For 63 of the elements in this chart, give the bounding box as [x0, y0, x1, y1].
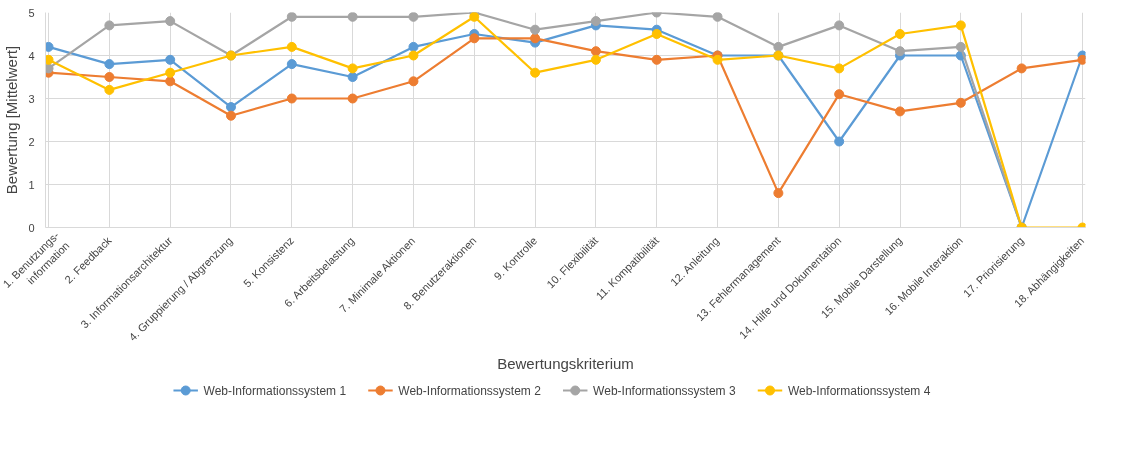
point — [165, 67, 176, 78]
y-tick-label: 3 — [28, 92, 35, 105]
point — [1077, 54, 1086, 65]
y-tick-label: 1 — [28, 178, 35, 191]
point — [469, 12, 480, 22]
point — [834, 89, 845, 100]
point — [1016, 63, 1027, 74]
point — [469, 33, 480, 44]
point — [895, 29, 905, 39]
x-axis-title: Bewertungskriterium — [497, 355, 634, 373]
point — [45, 41, 54, 52]
legend-label: Web-Informationssystem 2 — [398, 383, 542, 398]
point — [530, 24, 541, 35]
point — [408, 76, 419, 87]
point — [530, 33, 541, 44]
point — [651, 29, 662, 39]
legend-label: Web-Informationssystem 3 — [593, 383, 736, 398]
point — [408, 50, 419, 61]
point — [165, 76, 176, 87]
y-tick-label: 5 — [28, 6, 35, 19]
point — [104, 72, 115, 82]
point — [590, 54, 601, 65]
point — [226, 110, 236, 121]
point — [834, 136, 845, 147]
point — [286, 59, 297, 70]
point — [347, 93, 358, 104]
point — [773, 188, 784, 199]
y-tick-label: 4 — [28, 49, 35, 62]
y-tick-label: 2 — [28, 135, 35, 148]
point — [165, 16, 176, 27]
point — [408, 41, 419, 52]
y-axis-title: Bewertung [Mittelwert] — [3, 45, 21, 195]
legend-label: Web-Informationssystem 1 — [203, 383, 347, 398]
point — [530, 67, 541, 78]
point — [590, 46, 601, 57]
legend-label: Web-Informationssystem 4 — [787, 383, 931, 398]
point — [45, 54, 54, 65]
point — [895, 46, 905, 57]
point — [955, 20, 966, 31]
point — [955, 97, 966, 108]
point — [773, 41, 784, 52]
point — [955, 41, 966, 52]
point — [834, 63, 845, 74]
point — [45, 63, 54, 74]
point — [347, 63, 358, 74]
point — [347, 72, 358, 82]
point — [651, 54, 662, 65]
point — [165, 54, 176, 65]
point — [408, 12, 419, 22]
point — [286, 41, 297, 52]
point — [590, 16, 601, 27]
point — [104, 20, 115, 31]
point — [226, 102, 236, 113]
point — [712, 54, 723, 65]
point — [895, 106, 905, 117]
point — [104, 59, 115, 70]
point — [712, 12, 723, 22]
y-tick-label: 0 — [28, 221, 35, 234]
point — [347, 12, 358, 22]
point — [286, 93, 297, 104]
point — [286, 12, 297, 22]
point — [834, 20, 845, 31]
point — [104, 84, 115, 95]
